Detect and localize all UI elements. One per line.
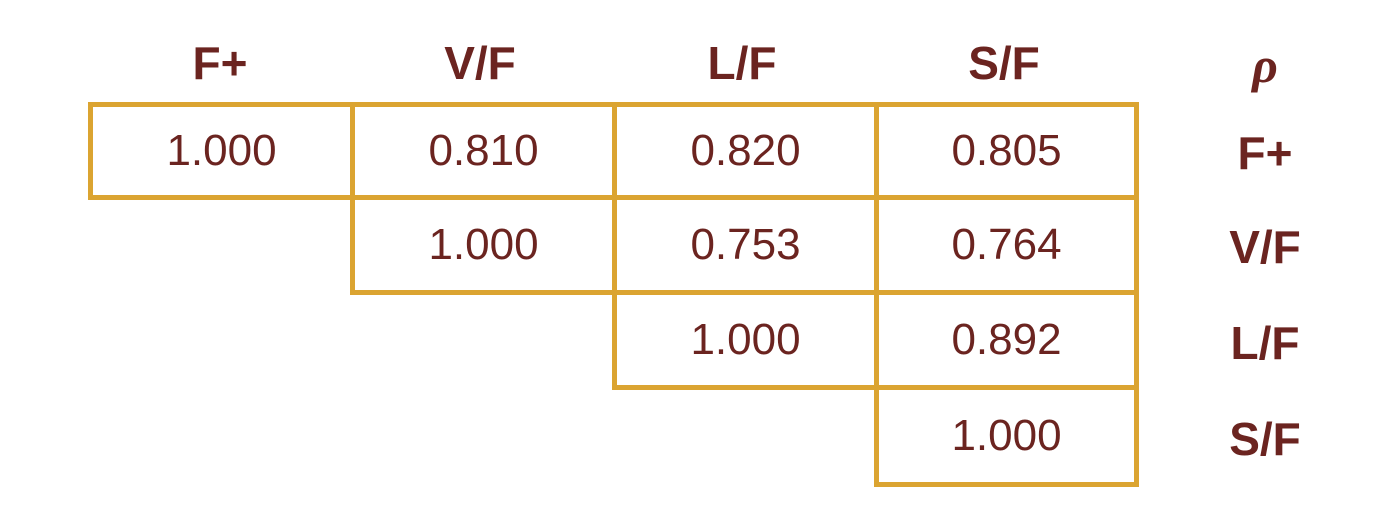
cell-f-plus-v-f: 0.810 (350, 102, 617, 200)
row-header-s-f: S/F (1229, 413, 1301, 465)
cell-v-f-l-f: 0.753 (612, 195, 879, 295)
cell-s-f-s-f: 1.000 (874, 385, 1139, 487)
cell-f-plus-f-plus: 1.000 (88, 102, 355, 200)
column-header-s-f: S/F (968, 37, 1040, 89)
cell-f-plus-l-f: 0.820 (612, 102, 879, 200)
row-header-l-f: L/F (1230, 317, 1300, 369)
cell-l-f-s-f: 0.892 (874, 290, 1139, 390)
cell-v-f-v-f: 1.000 (350, 195, 617, 295)
row-header-v-f: V/F (1229, 221, 1301, 273)
column-header-l-f: L/F (707, 37, 777, 89)
cell-v-f-s-f: 0.764 (874, 195, 1139, 295)
column-header-f-plus: F+ (192, 37, 248, 89)
row-header-f-plus: F+ (1237, 127, 1293, 179)
column-header-v-f: V/F (444, 37, 516, 89)
cell-f-plus-s-f: 0.805 (874, 102, 1139, 200)
cell-l-f-l-f: 1.000 (612, 290, 879, 390)
rho-symbol: ρ (1252, 37, 1278, 93)
